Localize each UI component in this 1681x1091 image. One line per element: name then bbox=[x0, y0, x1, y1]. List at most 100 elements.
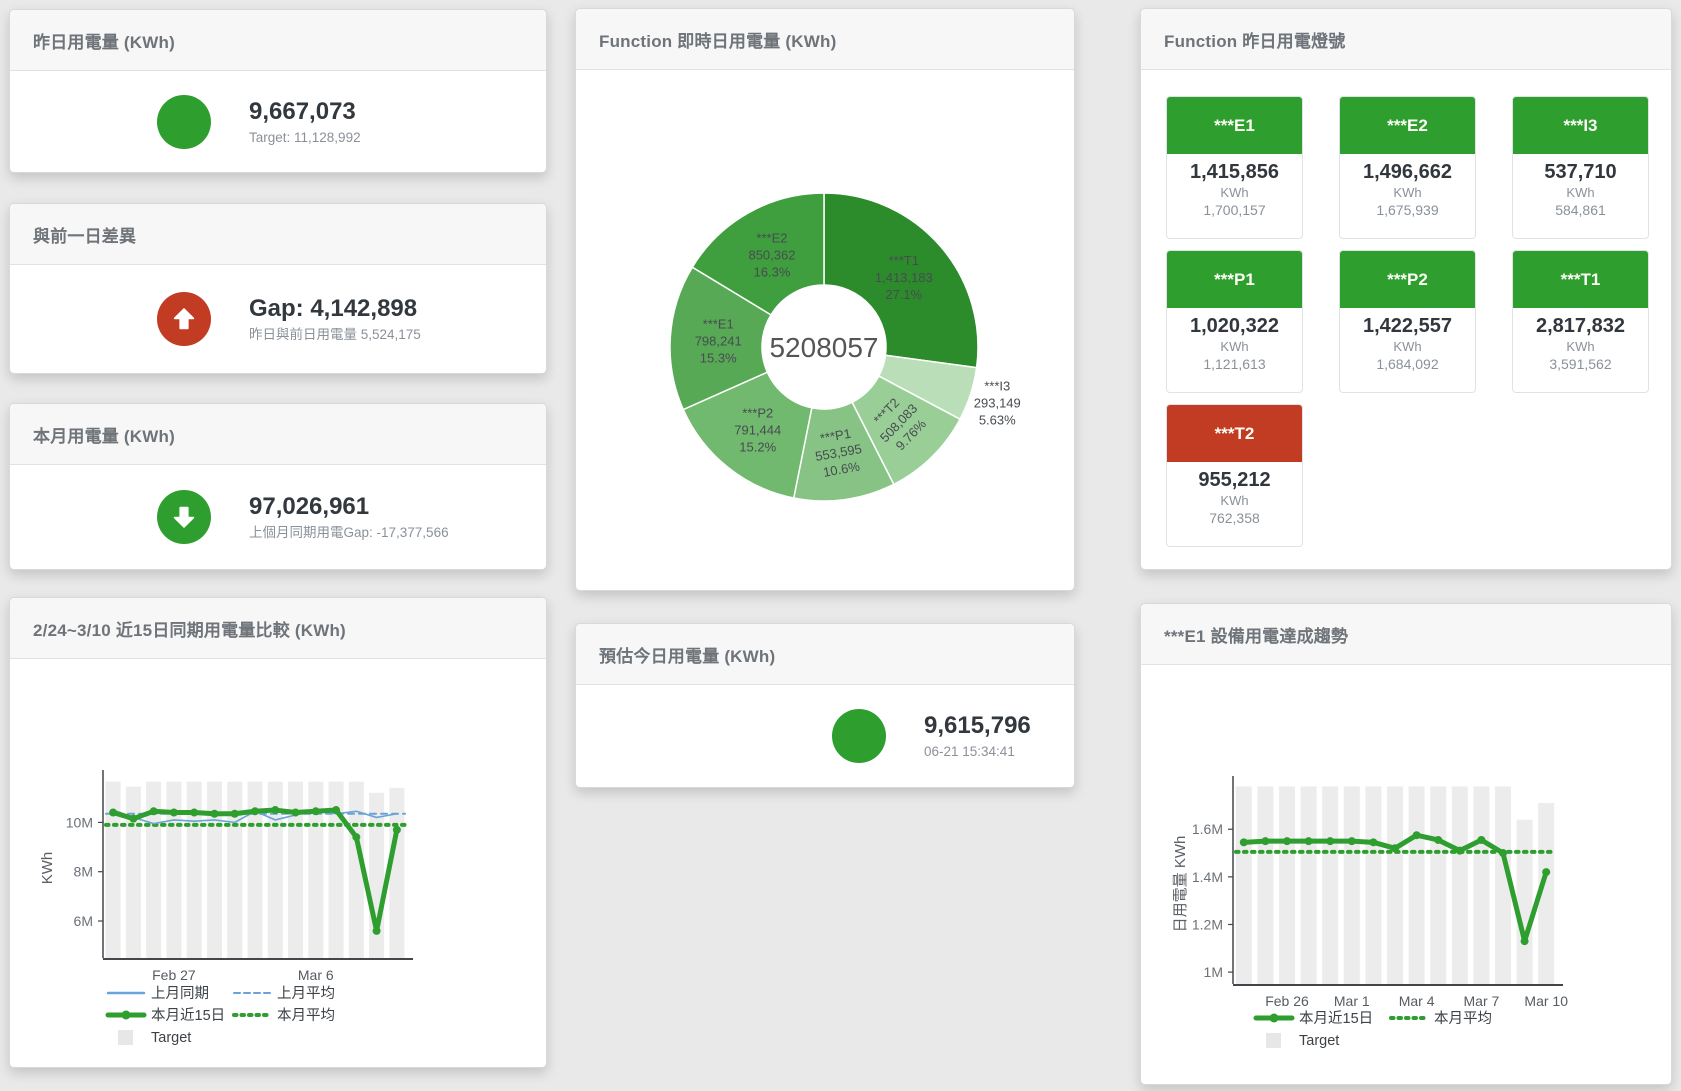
y-axis-tick-label: 1.4M bbox=[1192, 869, 1223, 885]
target-bar bbox=[1365, 786, 1382, 984]
target-bar bbox=[1473, 786, 1490, 984]
status-tile-value: 1,020,322 bbox=[1190, 315, 1279, 337]
status-tile-unit: KWh bbox=[1220, 493, 1249, 508]
legend-label[interactable]: 本月近15日 bbox=[1299, 1010, 1373, 1027]
legend-label[interactable]: 上月同期 bbox=[151, 985, 209, 1002]
target-bar bbox=[125, 786, 141, 958]
card-15day-comparison-chart: 2/24~3/10 近15日同期用電量比較 (KWh) 6M 8M 10M Feb 2… bbox=[9, 597, 547, 1068]
card-today-estimate: 預估今日用電量 (KWh) 9,615,796 06-21 15:34:41 bbox=[575, 623, 1075, 788]
card-gap-previous-day-title: 與前一日差異 bbox=[10, 204, 546, 265]
status-tile-name: ***E1 bbox=[1167, 97, 1302, 154]
target-bar bbox=[206, 781, 222, 958]
status-tile-name: ***P2 bbox=[1340, 251, 1475, 308]
target-bar bbox=[1387, 786, 1403, 984]
legend-label[interactable]: Target bbox=[1299, 1033, 1339, 1049]
donut-slice-label: ***I3 293,149 5.63% bbox=[974, 379, 1021, 428]
card-yesterday-usage-title: 昨日用電量 (KWh) bbox=[10, 10, 546, 71]
month-usage-value: 97,026,961 bbox=[249, 493, 370, 521]
status-tile-value: 1,415,856 bbox=[1190, 161, 1279, 183]
status-tile: ***E2 1,496,662 KWh 1,675,939 bbox=[1339, 96, 1476, 239]
target-bar bbox=[288, 781, 304, 958]
legend-label[interactable]: 本月近15日 bbox=[151, 1007, 225, 1024]
donut-center-label: 5208057 bbox=[769, 332, 878, 363]
donut-slice-label: ***T1 1,413,183 27.1% bbox=[875, 253, 933, 302]
status-circle-icon bbox=[157, 94, 211, 149]
legend-label[interactable]: 上月平均 bbox=[277, 985, 335, 1002]
y-axis-tick-label: 6M bbox=[74, 913, 93, 929]
x-axis-tick-label: Feb 27 bbox=[152, 967, 196, 983]
legend-label[interactable]: 本月平均 bbox=[277, 1007, 335, 1024]
legend-label[interactable]: Target bbox=[151, 1030, 191, 1046]
status-tile-name: ***I3 bbox=[1513, 97, 1648, 154]
status-tile: ***I3 537,710 KWh 584,861 bbox=[1512, 96, 1649, 239]
status-tile-target: 3,591,562 bbox=[1549, 356, 1612, 372]
target-bar bbox=[1300, 786, 1317, 984]
target-bar bbox=[1451, 786, 1468, 984]
target-bar bbox=[227, 781, 243, 958]
yesterday-usage-target: Target: 11,128,992 bbox=[249, 129, 361, 145]
y-axis-tick-label: 1.2M bbox=[1192, 916, 1223, 932]
legend-label[interactable]: 本月平均 bbox=[1434, 1010, 1492, 1027]
status-tile-name: ***E2 bbox=[1340, 97, 1475, 154]
status-tile: ***T2 955,212 KWh 762,358 bbox=[1166, 404, 1303, 547]
legend-swatch bbox=[118, 1030, 133, 1045]
y-axis-tick-label: 1M bbox=[1204, 964, 1223, 980]
card-month-usage-title: 本月用電量 (KWh) bbox=[10, 404, 546, 465]
today-estimate-value: 9,615,796 bbox=[924, 712, 1031, 740]
target-bar bbox=[1235, 786, 1252, 984]
status-tile-unit: KWh bbox=[1566, 339, 1595, 354]
target-bar bbox=[166, 781, 182, 958]
status-tile-target: 1,121,613 bbox=[1203, 356, 1266, 372]
card-today-estimate-title: 預估今日用電量 (KWh) bbox=[576, 624, 1074, 685]
card-realtime-donut: Function 即時日用電量 (KWh) ***T1 1,413,183 27.1… bbox=[575, 8, 1075, 591]
donut-slice[interactable] bbox=[823, 192, 979, 369]
status-tile: ***T1 2,817,832 KWh 3,591,562 bbox=[1512, 250, 1649, 393]
realtime-usage-donut-svg: ***T1 1,413,183 27.1%***I3 293,149 5.63%***T… bbox=[669, 192, 1021, 502]
status-tile-target: 1,675,939 bbox=[1376, 202, 1439, 218]
status-tile: ***P2 1,422,557 KWh 1,684,092 bbox=[1339, 250, 1476, 393]
card-15day-comparison-title: 2/24~3/10 近15日同期用電量比較 (KWh) bbox=[10, 598, 546, 659]
gap-previous-day-value: Gap: 4,142,898 bbox=[249, 295, 418, 323]
card-e1-trend-chart: ***E1 設備用電達成趨勢 1M 1.2M 1.4M 1.6M Feb 26 Mar 1… bbox=[1140, 603, 1672, 1085]
target-bar bbox=[1279, 786, 1295, 984]
target-bar bbox=[308, 781, 324, 958]
donut-slice-label: ***E2 850,362 16.3% bbox=[748, 231, 795, 280]
card-yesterday-status-lights: Function 昨日用電燈號 ***E1 1,415,856 KWh 1,700,1… bbox=[1140, 8, 1672, 570]
status-tile-value: 955,212 bbox=[1198, 469, 1271, 491]
status-tile: ***P1 1,020,322 KWh 1,121,613 bbox=[1166, 250, 1303, 393]
target-bar bbox=[1430, 786, 1447, 984]
target-bar bbox=[267, 781, 283, 958]
x-axis-tick-label: Mar 7 bbox=[1464, 993, 1500, 1009]
card-realtime-donut-title: Function 即時日用電量 (KWh) bbox=[576, 9, 1074, 70]
y-axis-title: KWh bbox=[39, 852, 56, 885]
target-bar bbox=[186, 781, 202, 958]
status-tile-value: 1,422,557 bbox=[1363, 315, 1452, 337]
status-tile-name: ***T1 bbox=[1513, 251, 1648, 308]
x-axis-tick-label: Mar 4 bbox=[1399, 993, 1435, 1009]
donut-slice[interactable] bbox=[691, 192, 825, 316]
e1-trend-line-chart: 1M 1.2M 1.4M 1.6M Feb 26 Mar 1 Mar 4 Mar 7 Mar 1… bbox=[1141, 665, 1671, 1084]
target-bar bbox=[1516, 819, 1533, 984]
status-tile: ***E1 1,415,856 KWh 1,700,157 bbox=[1166, 96, 1303, 239]
yesterday-usage-value: 9,667,073 bbox=[249, 97, 356, 125]
donut-slice-label: ***P2 791,444 15.2% bbox=[734, 406, 781, 455]
y-axis-tick-label: 8M bbox=[74, 864, 93, 880]
donut-slice-label: ***E1 798,241 15.3% bbox=[695, 316, 742, 365]
status-tile-unit: KWh bbox=[1393, 185, 1422, 200]
legend-swatch bbox=[1266, 1033, 1281, 1048]
realtime-usage-donut-chart: ***T1 1,413,183 27.1% ***I3 293,149 5.63% ***T… bbox=[576, 70, 1074, 590]
x-axis-tick-label: Mar 6 bbox=[298, 967, 334, 983]
arrow-up-icon bbox=[157, 292, 211, 346]
status-tile-unit: KWh bbox=[1393, 339, 1422, 354]
target-bar bbox=[1408, 786, 1425, 984]
donut-slice[interactable] bbox=[669, 266, 773, 411]
target-bar bbox=[1343, 786, 1360, 984]
card-yesterday-status-lights-title: Function 昨日用電燈號 bbox=[1141, 9, 1671, 70]
target-bar bbox=[1495, 786, 1511, 984]
status-tile-unit: KWh bbox=[1566, 185, 1595, 200]
status-tile-target: 1,700,157 bbox=[1203, 202, 1266, 218]
donut-slice[interactable] bbox=[682, 371, 813, 499]
status-tile-value: 2,817,832 bbox=[1536, 315, 1625, 337]
status-tile-unit: KWh bbox=[1220, 339, 1249, 354]
